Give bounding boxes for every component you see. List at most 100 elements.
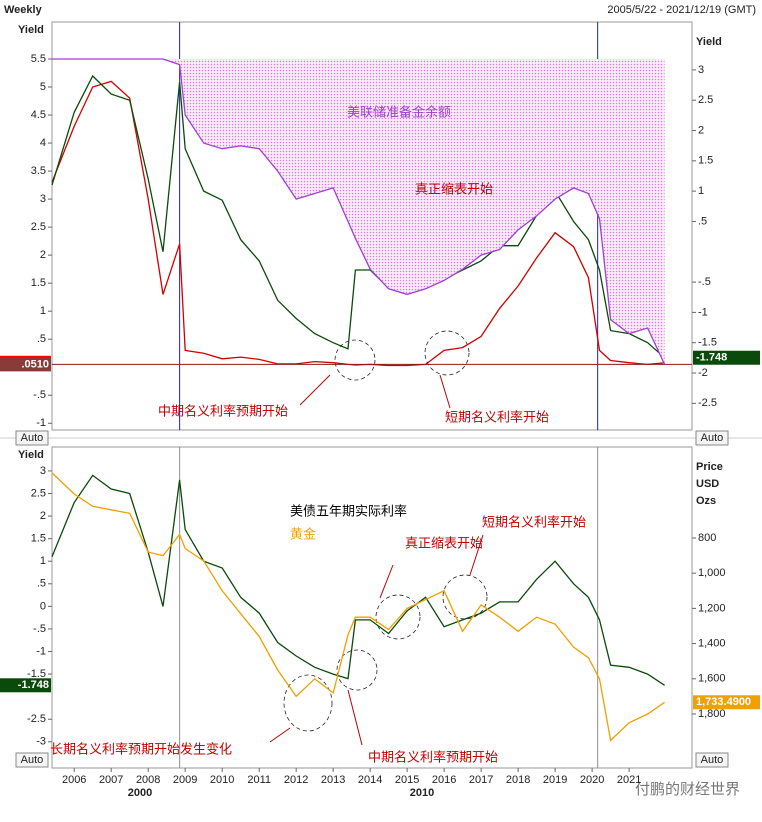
y-tick-label: -1 [36,645,46,657]
y2-tick-label: 800 [698,532,716,544]
button-label[interactable]: Auto [701,754,724,766]
series-line [51,474,665,686]
value-marker-label: .0510 [21,358,49,370]
y2-tick-label: -1.5 [698,337,717,349]
annotation: 中期名义利率预期开始 [158,403,288,418]
y2-tick-label: 1,600 [698,673,726,685]
arrow [299,374,331,406]
highlight-circle [334,339,376,381]
legend-label: 黄金 [290,526,316,541]
y-tick-label: -.5 [33,389,46,401]
x-tick-label: 2019 [543,774,567,786]
y-tick-label: -1.5 [27,668,46,680]
y-tick-label: 3 [40,465,46,477]
legend-label: 美债五年期实际利率 [290,503,407,518]
y-tick-label: 1.5 [31,277,46,289]
annotation: 真正缩表开始 [405,535,483,550]
y-tick-label: 0 [40,600,46,612]
button-label[interactable]: Auto [701,432,724,444]
x-tick-label: 2016 [432,774,456,786]
x-tick-label: 2018 [506,774,530,786]
watermark: 付鹏的财经世界 [635,781,740,798]
annotation: 短期名义利率开始 [482,514,586,529]
x-tick-label: 2012 [284,774,308,786]
y-tick-label: 3 [40,193,46,205]
value-marker [0,357,51,372]
y-tick-label: .5 [37,333,46,345]
auto-button[interactable]: Auto [15,752,49,768]
y2-tick-label: 3 [698,64,704,76]
y-axis-label: Yield [18,24,44,36]
value-marker-label: -1.748 [696,352,727,364]
highlight-circle [442,574,488,620]
y2-tick-label: -.5 [698,276,711,288]
series-line [51,472,665,742]
y2-tick-label: 2 [698,124,704,136]
x-group-label: 2000 [128,787,152,799]
x-tick-label: 2006 [62,774,86,786]
y2-tick-label: 1,800 [698,708,726,720]
x-tick-label: 2013 [321,774,345,786]
y2-axis-label: Price [696,461,723,473]
highlight-circle [336,649,378,691]
value-marker [693,350,760,365]
y2-tick-label: -2.5 [698,397,717,409]
y-tick-label: 5 [40,81,46,93]
value-marker-label: -1.748 [18,679,49,691]
button-label[interactable]: Auto [21,754,44,766]
y2-tick-label: 1,000 [698,567,726,579]
x-tick-label: 2021 [617,774,641,786]
annotation: 中期名义利率预期开始 [368,749,498,764]
value-marker [0,678,51,693]
arrow [347,689,363,746]
x-tick-label: 2015 [395,774,419,786]
date-range: 2005/5/22 - 2021/12/19 (GMT) [607,4,756,16]
y2-tick-label: 1 [698,185,704,197]
y-tick-label: 2.5 [31,487,46,499]
x-tick-label: 2017 [469,774,493,786]
y-axis-label: Yield [18,449,44,461]
series-line [52,58,666,365]
series-line [51,74,666,359]
y2-tick-label: .5 [698,215,707,227]
value-marker-label: 1,733.4900 [696,696,751,708]
bottom-panel-frame [51,446,693,769]
auto-button[interactable]: Auto [695,430,729,446]
y-tick-label: 2 [40,249,46,261]
x-tick-label: 2007 [99,774,123,786]
auto-button[interactable]: Auto [695,752,729,768]
highlight-circle [375,594,421,640]
annotation: 短期名义利率开始 [445,409,549,424]
highlight-circle [424,330,470,376]
y-tick-label: 3.5 [31,165,46,177]
auto-button[interactable]: Auto [15,430,49,446]
y-tick-label: 2 [40,510,46,522]
button-label[interactable]: Auto [21,432,44,444]
x-tick-label: 2011 [247,774,271,786]
frequency: Weekly [4,4,43,16]
y2-axis-label: Ozs [696,495,716,507]
annotation: 真正缩表开始 [415,181,493,196]
area-fill [52,59,665,365]
y-tick-label: 4.5 [31,109,46,121]
x-group-label: 2010 [410,787,434,799]
y-tick-label: -3 [36,736,46,748]
y2-tick-label: 2.5 [698,94,713,106]
y-tick-label: 2.5 [31,221,46,233]
y-tick-label: -1 [36,417,46,429]
y2-tick-label: -2 [698,367,708,379]
arrow [469,534,484,576]
y2-axis-label: Yield [696,36,722,48]
top-panel-frame [51,21,693,431]
arrow [439,374,451,409]
y-tick-label: 1 [40,305,46,317]
y-tick-label: -2.5 [27,713,46,725]
y-tick-label: 1.5 [31,533,46,545]
y2-tick-label: 1.5 [698,155,713,167]
y2-tick-label: 1,200 [698,602,726,614]
x-tick-label: 2020 [580,774,604,786]
arrow [379,564,394,599]
y2-tick-label: 1,400 [698,637,726,649]
x-tick-label: 2008 [136,774,160,786]
